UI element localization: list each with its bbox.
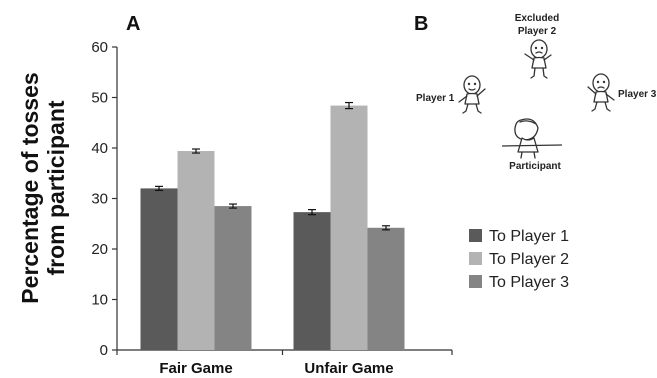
category-labels: Fair Game Unfair Game <box>159 360 393 377</box>
legend-swatch <box>469 252 482 265</box>
bar <box>367 227 405 350</box>
legend-swatch <box>469 229 482 242</box>
y-tick-label: 10 <box>91 292 108 309</box>
player3-label: Player 3 <box>618 89 657 100</box>
bar <box>214 206 252 350</box>
player1-label: Player 1 <box>416 93 455 104</box>
player1-figure-icon <box>458 75 486 114</box>
legend-label: To Player 3 <box>489 274 569 291</box>
y-axis-title: Percentage of tosses from participant <box>17 72 69 303</box>
y-tick-label: 0 <box>100 342 108 359</box>
player3-figure-icon <box>587 73 615 112</box>
panel-letter-a: A <box>126 13 140 35</box>
y-axis-title-line2: from participant <box>43 100 69 275</box>
y-tick-label: 40 <box>91 140 108 157</box>
legend-label: To Player 1 <box>489 228 569 245</box>
category-label: Unfair Game <box>304 360 393 377</box>
bar <box>140 188 178 350</box>
y-tick-label: 50 <box>91 90 108 107</box>
y-tick-label: 20 <box>91 241 108 258</box>
player2-figure-icon <box>524 39 552 79</box>
participant-label: Participant <box>509 161 561 172</box>
excluded-label-line1: Excluded <box>515 13 559 24</box>
y-tick-label: 60 <box>91 39 108 56</box>
bar <box>293 212 331 350</box>
bar <box>330 105 368 350</box>
bar <box>177 151 215 350</box>
y-tick-label: 30 <box>91 191 108 208</box>
legend-label: To Player 2 <box>489 251 569 268</box>
excluded-label-line2: Player 2 <box>518 26 557 37</box>
y-axis-title-line1: Percentage of tosses <box>17 72 43 303</box>
participant-figure-icon <box>501 118 563 159</box>
panel-letter-b: B <box>414 13 428 35</box>
diagram-panel-b: Excluded Player 2 Player 1 <box>416 13 657 172</box>
category-label: Fair Game <box>159 360 232 377</box>
legend-swatch <box>469 275 482 288</box>
legend: To Player 1 To Player 2 To Player 3 <box>469 228 569 291</box>
bars <box>140 101 405 350</box>
